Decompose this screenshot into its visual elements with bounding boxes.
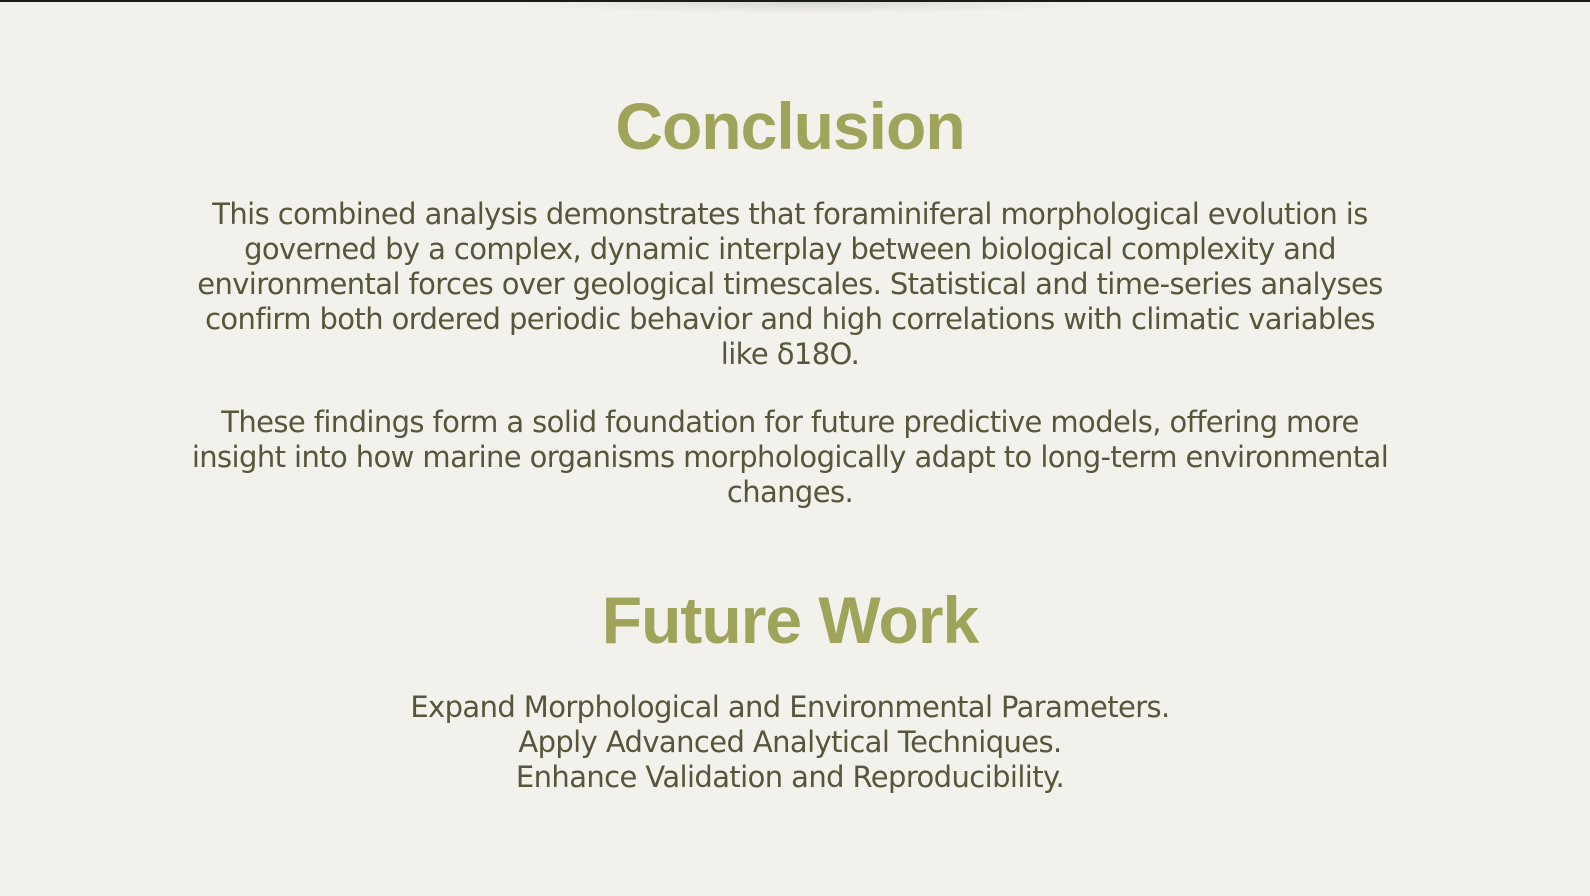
top-shadow <box>500 2 1120 14</box>
future-work-item: Enhance Validation and Reproducibility. <box>515 760 1065 794</box>
future-work-title: Future Work <box>601 583 979 657</box>
future-work-item: Apply Advanced Analytical Techniques. <box>518 725 1062 759</box>
conclusion-paragraph-1: This combined analysis demonstrates that… <box>197 197 1383 371</box>
top-border <box>0 0 1590 2</box>
conclusion-paragraph-2: These findings form a solid foundation f… <box>191 405 1389 509</box>
conclusion-title: Conclusion <box>615 89 965 163</box>
future-work-item: Expand Morphological and Environmental P… <box>410 690 1170 724</box>
future-work-list: Expand Morphological and Environmental P… <box>190 690 1390 795</box>
